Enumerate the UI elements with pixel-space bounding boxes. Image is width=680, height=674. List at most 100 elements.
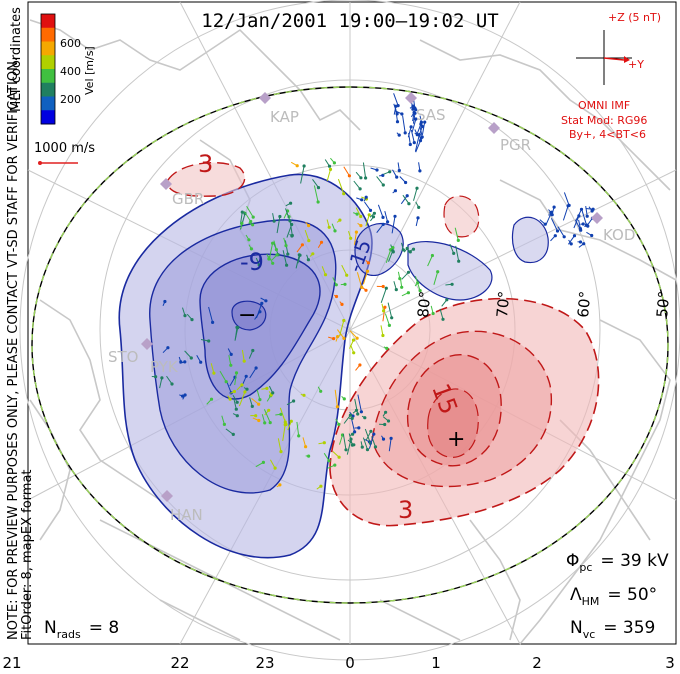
nrads-subscript: rads (57, 628, 81, 641)
velocity-vector (539, 219, 546, 225)
velocity-vector (290, 161, 298, 167)
reference-vector-label: 1000 m/s (34, 141, 95, 156)
map-statistics: Φpc = 39 kV ΛHM = 50° Nvc = 359 Nrads = 8 (44, 551, 669, 641)
colorbar-tick: 200 (60, 93, 81, 106)
velocity-vector (261, 387, 267, 390)
velocity-vector (206, 398, 212, 405)
colorbar-ticks: 600 400 200 (60, 37, 81, 106)
velocity-vector (349, 433, 353, 437)
velocity-vector (282, 250, 288, 266)
potential-minimum-marker: − (238, 303, 256, 328)
velocity-vector (411, 118, 417, 133)
velocity-vector (415, 201, 420, 208)
vector-origin (415, 186, 419, 190)
colorbar-tick: 600 (60, 37, 81, 50)
colorbar-tick: 400 (60, 65, 81, 78)
colorbar-segment (41, 41, 55, 56)
velocity-vector (369, 212, 375, 218)
velocity-vector (353, 212, 358, 215)
velocity-vector (433, 271, 439, 285)
velocity-vector (269, 243, 274, 258)
velocity-vector (305, 221, 309, 226)
latitude-label: 50° (653, 290, 673, 318)
velocity-vector (419, 125, 423, 138)
velocity-vector (341, 396, 345, 400)
velocity-vector (349, 339, 354, 349)
vector-origin (581, 222, 585, 226)
velocity-vector (179, 394, 183, 397)
velocity-colorbar (41, 14, 55, 125)
velocity-vector (392, 169, 398, 178)
velocity-vector (312, 179, 319, 188)
velocity-vector (227, 348, 232, 355)
velocity-vector (317, 242, 322, 249)
velocity-vector (313, 185, 319, 203)
svg-text:Nvc= 359: Nvc = 359 (570, 618, 655, 641)
velocity-vector (578, 243, 585, 248)
velocity-vector (326, 169, 331, 182)
phi-symbol: Φ (566, 551, 579, 571)
velocity-vector (368, 433, 375, 449)
velocity-vector (269, 459, 276, 469)
velocity-vector (241, 349, 245, 362)
velocity-vector (413, 188, 418, 201)
fit-order-note: FitOrder: 8, mapEX format (20, 469, 35, 640)
velocity-vector (365, 214, 370, 227)
velocity-vector (240, 223, 243, 229)
velocity-vector (342, 433, 347, 450)
imf-source: OMNI IMF (578, 99, 630, 112)
velocity-vector (326, 219, 330, 228)
velocity-vector (282, 424, 286, 441)
mlt-tick: 22 (170, 654, 189, 672)
svg-text:Φpc= 39 kV: Φpc = 39 kV (566, 551, 669, 574)
station-label: GBR (172, 190, 204, 208)
mlt-coordinates-label: MLT coordinates (9, 7, 24, 112)
nvc-symbol: N (570, 618, 583, 638)
velocity-vector (196, 354, 202, 363)
velocity-vector (454, 227, 459, 241)
velocity-vector (331, 223, 336, 232)
velocity-vector (380, 325, 384, 336)
station-label: PGR (500, 136, 531, 154)
velocity-vector (445, 283, 453, 286)
velocity-vector (348, 230, 352, 239)
velocity-vector (266, 395, 272, 402)
latitude-labels: 80° 70° 60° 50° (414, 290, 673, 318)
velocity-vector (439, 308, 444, 320)
velocity-vector (430, 305, 434, 314)
velocity-vectors (151, 93, 595, 490)
velocity-vector (249, 367, 257, 379)
velocity-vector (268, 385, 274, 394)
velocity-vector (300, 394, 305, 396)
velocity-vector (415, 217, 419, 227)
velocity-vector (328, 336, 334, 340)
velocity-vector (362, 437, 368, 450)
velocity-vector (248, 350, 254, 359)
velocity-vector (587, 217, 593, 226)
velocity-vector (399, 176, 406, 183)
velocity-vector (400, 278, 403, 288)
velocity-vector (387, 302, 393, 318)
velocity-vector (407, 126, 412, 138)
velocity-vector (330, 157, 335, 164)
velocity-vector (162, 347, 169, 354)
velocity-vector (284, 418, 287, 425)
contour-label: 3 (398, 496, 413, 524)
velocity-vector (397, 271, 401, 279)
velocity-vector (285, 202, 291, 207)
imf-z-label: +Z (5 nT) (608, 11, 661, 24)
velocity-vector (230, 391, 235, 394)
velocity-vector (545, 211, 553, 226)
velocity-vector (266, 253, 270, 260)
velocity-vector (232, 394, 238, 403)
mlt-tick: 2 (532, 654, 542, 672)
velocity-vector (318, 442, 325, 445)
velocity-vector (392, 190, 396, 194)
velocity-vector (256, 389, 261, 400)
velocity-vector (321, 266, 326, 275)
velocity-vector (296, 421, 300, 436)
velocity-vector (283, 237, 287, 246)
imf-condition: By+, 4<BT<6 (569, 128, 646, 141)
station-label: STO (108, 348, 139, 366)
vector-origin (367, 213, 371, 217)
